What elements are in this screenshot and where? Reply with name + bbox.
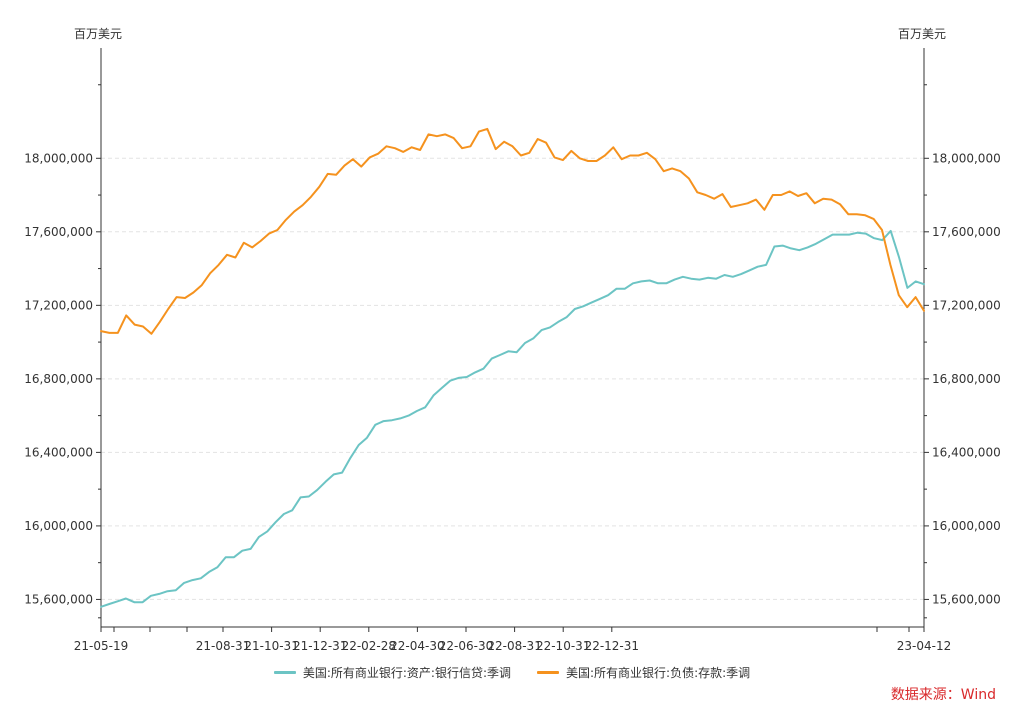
legend-item-assets[interactable]: 美国:所有商业银行:资产:银行信贷:季调 (273, 664, 511, 681)
x-tick-label: 22-04-30 (390, 639, 444, 653)
legend-label-deposits: 美国:所有商业银行:负债:存款:季调 (566, 666, 751, 680)
x-tick-label: 21-05-19 (74, 639, 128, 653)
y-tick-label-left: 17,600,000 (24, 225, 93, 239)
y-tick-label-right: 16,400,000 (932, 445, 1001, 459)
series-line-assets (100, 229, 925, 608)
legend-label-assets: 美国:所有商业银行:资产:银行信贷:季调 (302, 666, 511, 680)
x-tick-label: 22-08-31 (487, 639, 541, 653)
y-tick-label-left: 18,000,000 (24, 151, 93, 165)
y-tick-label-left: 16,400,000 (24, 445, 93, 459)
series-lines (100, 127, 925, 608)
y-tick-label-right: 15,600,000 (932, 592, 1001, 606)
left-axis-unit: 百万美元 (74, 27, 122, 41)
y-tick-label-left: 16,800,000 (24, 372, 93, 386)
x-tick-label: 21-08-31 (196, 639, 250, 653)
x-tick-label: 21-10-31 (244, 639, 298, 653)
x-tick-label: 23-04-12 (897, 639, 951, 653)
x-tick-label: 21-12-31 (293, 639, 347, 653)
legend-swatch-assets (273, 671, 296, 674)
x-tick-label: 22-06-30 (439, 639, 493, 653)
y-tick-label-left: 17,200,000 (24, 298, 93, 312)
y-tick-label-left: 16,000,000 (24, 519, 93, 533)
x-tick-label: 22-10-31 (536, 639, 590, 653)
right-axis-unit: 百万美元 (898, 27, 946, 41)
gridlines (101, 157, 924, 600)
y-tick-label-right: 17,200,000 (932, 298, 1001, 312)
legend: 美国:所有商业银行:资产:银行信贷:季调 美国:所有商业银行:负债:存款:季调 (0, 664, 1024, 681)
y-tick-label-right: 16,000,000 (932, 519, 1001, 533)
series-line-deposits (100, 127, 925, 335)
legend-swatch-deposits (537, 671, 559, 674)
x-tick-label: 22-12-31 (585, 639, 639, 653)
axes: 百万美元 百万美元 15,600,000 15,600,000 16,000,000… (24, 27, 1000, 653)
source-label: 数据来源：Wind (890, 687, 996, 703)
y-tick-label-right: 17,600,000 (932, 225, 1001, 239)
y-tick-label-right: 18,000,000 (932, 151, 1001, 165)
y-tick-label-right: 16,800,000 (932, 372, 1001, 386)
legend-item-deposits[interactable]: 美国:所有商业银行:负债:存款:季调 (537, 664, 750, 681)
y-tick-label-left: 15,600,000 (24, 592, 93, 606)
x-tick-label: 22-02-28 (342, 639, 396, 653)
